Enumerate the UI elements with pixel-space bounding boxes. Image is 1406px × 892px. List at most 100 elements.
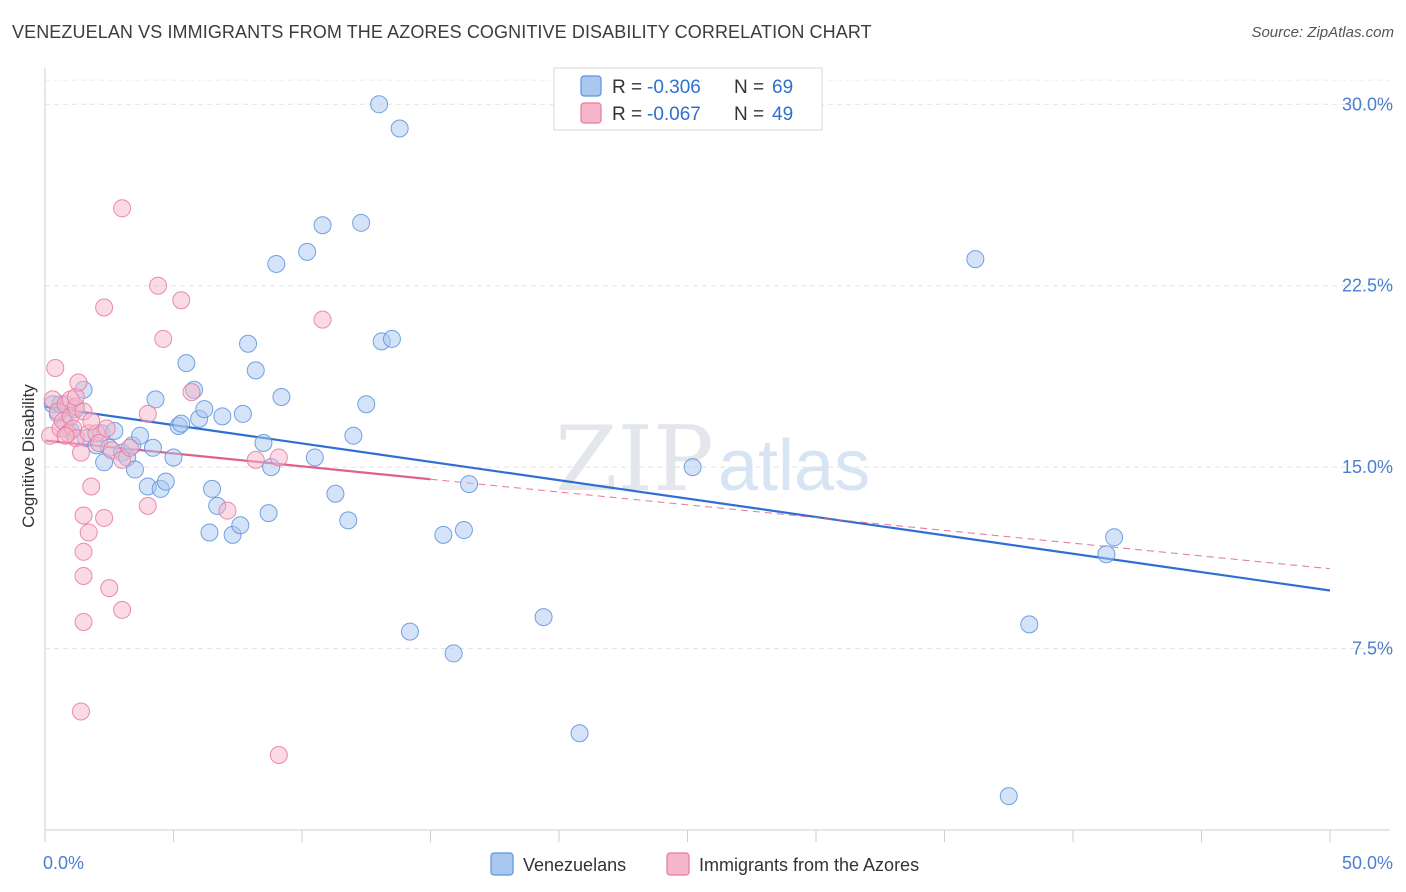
venezuelan-point-48 — [339, 511, 358, 530]
azores-point-2 — [46, 358, 65, 377]
azores-point-48 — [56, 426, 75, 445]
bottom-legend-label-azores: Immigrants from the Azores — [699, 855, 919, 875]
venezuelan-point-16 — [125, 460, 144, 479]
venezuelan-point-38 — [246, 361, 265, 380]
y-tick-label-3: 30.0% — [1342, 94, 1393, 114]
venezuelan-point-42 — [267, 254, 286, 273]
legend-r-value-2: -0.067 — [647, 104, 701, 125]
venezuelan-point-52 — [370, 95, 389, 114]
azores-point-22 — [74, 542, 93, 561]
venezuelan-point-64 — [966, 250, 985, 269]
azores-point-42 — [218, 501, 237, 520]
azores-point-32 — [113, 600, 132, 619]
legend-box: R = -0.306 N = 69 R = -0.067 N = 49 — [553, 67, 823, 131]
bottom-legend-label-venezuelans: Venezuelans — [523, 855, 626, 875]
venezuelan-point-41 — [259, 504, 278, 523]
azores-trend-extension — [430, 478, 1331, 570]
azores-point-41 — [138, 404, 157, 423]
venezuelan-point-58 — [444, 644, 463, 663]
legend-r-label-2: R = — [612, 104, 642, 125]
legend-n-label-1: N = — [734, 77, 764, 98]
y-tick-label-2: 22.5% — [1342, 276, 1393, 296]
venezuelan-point-57 — [434, 525, 453, 544]
azores-point-34 — [138, 496, 157, 515]
venezuelan-point-60 — [460, 475, 479, 494]
data-points — [41, 95, 1124, 806]
venezuelan-point-39 — [254, 433, 273, 452]
azores-point-27 — [97, 419, 116, 438]
chart-title: VENEZUELAN VS IMMIGRANTS FROM THE AZORES… — [12, 22, 872, 42]
venezuelan-point-45 — [305, 448, 324, 467]
azores-point-37 — [172, 291, 191, 310]
venezuelan-point-43 — [272, 387, 291, 406]
x-tick-labels: 0.0% 50.0% — [43, 853, 1393, 873]
azores-point-21 — [82, 477, 101, 496]
venezuelan-point-46 — [313, 216, 332, 235]
venezuelan-point-23 — [164, 448, 183, 467]
venezuelan-point-61 — [534, 608, 553, 627]
venezuelan-point-66 — [1020, 615, 1039, 634]
y-tick-labels: 7.5% 15.0% 22.5% 30.0% — [1342, 94, 1393, 658]
venezuelan-point-68 — [1105, 528, 1124, 547]
azores-point-45 — [313, 310, 332, 329]
x-tick-label-0: 0.0% — [43, 853, 84, 873]
venezuelan-point-22 — [156, 472, 175, 491]
venezuelan-point-54 — [382, 329, 401, 348]
azores-point-35 — [149, 276, 168, 295]
legend-r-label-1: R = — [612, 77, 642, 98]
bottom-legend: Venezuelans Immigrants from the Azores — [490, 852, 919, 876]
azores-point-38 — [182, 383, 201, 402]
legend-n-label-2: N = — [734, 104, 764, 125]
watermark-zip: ZIP — [555, 407, 714, 512]
azores-point-36 — [154, 329, 173, 348]
source-label: Source: ZipAtlas.com — [1251, 24, 1394, 41]
legend-n-value-2: 49 — [772, 104, 793, 125]
azores-point-39 — [74, 612, 93, 631]
venezuelan-point-25 — [172, 414, 191, 433]
venezuelan-point-37 — [239, 334, 258, 353]
venezuelan-point-35 — [231, 516, 250, 535]
legend-r-value-1: -0.306 — [647, 77, 701, 98]
bottom-legend-swatch-venezuelans — [490, 852, 514, 876]
watermark: ZIP atlas — [555, 407, 870, 512]
x-tick-label-1: 50.0% — [1342, 853, 1393, 873]
azores-point-47 — [113, 199, 132, 218]
venezuelan-point-56 — [400, 622, 419, 641]
venezuelan-point-55 — [390, 119, 409, 138]
y-tick-label-1: 15.0% — [1342, 457, 1393, 477]
venezuelan-point-50 — [352, 213, 371, 232]
azores-point-28 — [95, 508, 114, 527]
azores-point-33 — [120, 438, 139, 457]
legend-n-value-1: 69 — [772, 77, 793, 98]
azores-point-40 — [71, 702, 90, 721]
venezuelan-point-30 — [200, 523, 219, 542]
azores-point-44 — [269, 448, 288, 467]
venezuelan-point-26 — [177, 354, 196, 373]
venezuelan-point-36 — [233, 404, 252, 423]
legend-swatch-venezuelans — [580, 75, 602, 97]
venezuelan-point-44 — [298, 242, 317, 261]
azores-point-29 — [100, 579, 119, 598]
venezuelan-point-19 — [143, 438, 162, 457]
bottom-legend-swatch-azores — [666, 852, 690, 876]
azores-point-20 — [79, 523, 98, 542]
legend-swatch-azores — [580, 102, 602, 124]
venezuelan-point-51 — [357, 395, 376, 414]
venezuelan-point-20 — [146, 390, 165, 409]
azores-point-43 — [246, 450, 265, 469]
grid-lines — [45, 79, 1390, 650]
venezuelan-point-67 — [1097, 545, 1116, 564]
venezuelan-point-65 — [999, 787, 1018, 806]
azores-point-19 — [74, 506, 93, 525]
azores-point-23 — [74, 567, 93, 585]
venezuelan-point-63 — [683, 458, 702, 477]
venezuelan-point-29 — [195, 400, 214, 419]
watermark-atlas: atlas — [718, 426, 870, 506]
venezuelan-point-62 — [570, 724, 589, 743]
azores-point-14 — [69, 373, 88, 392]
azores-point-16 — [71, 443, 90, 462]
venezuelan-point-49 — [344, 426, 363, 445]
venezuelan-point-33 — [213, 407, 232, 426]
y-tick-label-0: 7.5% — [1352, 639, 1393, 659]
